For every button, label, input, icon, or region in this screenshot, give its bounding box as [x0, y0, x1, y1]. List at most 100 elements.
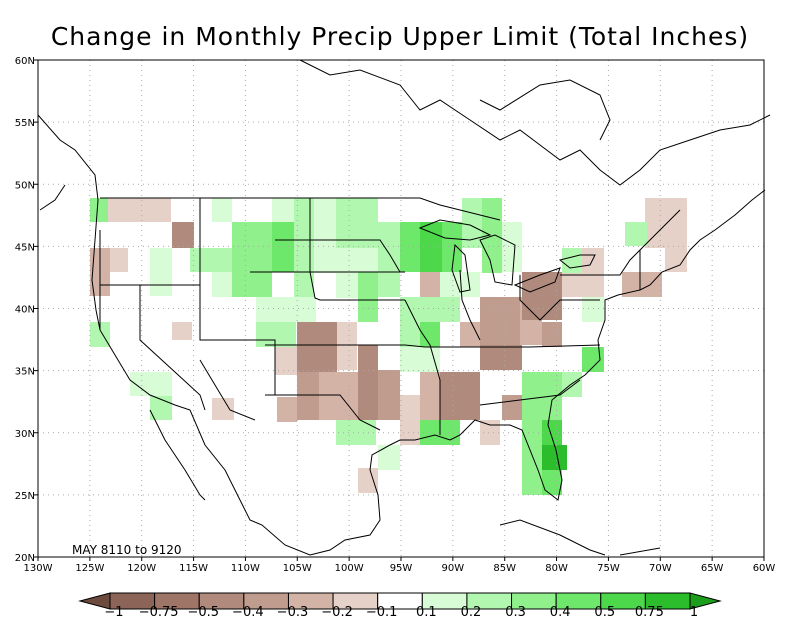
cell: [358, 272, 378, 322]
lon-tick-label: 130W: [24, 563, 53, 574]
cell: [502, 395, 522, 420]
lon-tick-label: 85W: [493, 563, 516, 574]
cell: [275, 345, 297, 375]
cell: [460, 322, 480, 347]
lon-tick-label: 95W: [390, 563, 413, 574]
cell: [336, 420, 376, 445]
coastlines: [37, 59, 771, 556]
colorbar-label: 0.2: [461, 605, 482, 618]
cell: [150, 248, 172, 296]
lat-tick-label: 55N: [15, 118, 35, 129]
cell: [297, 372, 319, 420]
colorbar-label: 0.75: [635, 605, 664, 618]
cell: [542, 322, 562, 347]
period-label: MAY 8110 to 9120: [72, 543, 182, 557]
cell: [622, 272, 662, 297]
cell: [625, 222, 647, 246]
cell: [172, 222, 194, 248]
cell: [358, 345, 378, 395]
lon-tick-label: 75W: [597, 563, 620, 574]
cell: [212, 398, 234, 420]
cell: [190, 248, 232, 272]
cell: [172, 322, 192, 340]
colorbar: [78, 592, 722, 610]
cell: [108, 198, 171, 222]
colorbar-label: 0.1: [416, 605, 437, 618]
colorbar-label: −0.2: [321, 605, 353, 618]
cell: [522, 420, 542, 495]
cell: [232, 222, 272, 297]
cell: [110, 248, 128, 272]
lon-tick-label: 105W: [283, 563, 312, 574]
lat-tick-label: 25N: [15, 491, 35, 502]
cell: [582, 297, 604, 322]
map-title: Change in Monthly Precip Upper Limit (To…: [50, 22, 750, 51]
cell: [256, 322, 296, 347]
lon-tick-label: 65W: [701, 563, 724, 574]
colorbar-swatch: [644, 592, 691, 610]
cell: [212, 198, 232, 222]
colorbar-label: −0.4: [232, 605, 264, 618]
cell: [90, 198, 108, 222]
colorbar-label: 0.4: [550, 605, 571, 618]
cell: [130, 372, 172, 396]
cell: [358, 395, 378, 420]
lon-tick-label: 120W: [127, 563, 156, 574]
cell: [542, 420, 562, 445]
cell: [665, 248, 687, 272]
cell: [378, 370, 400, 420]
cell: [420, 322, 440, 347]
lon-tick-label: 80W: [545, 563, 568, 574]
cell: [562, 372, 582, 397]
cell: [400, 222, 420, 272]
lat-tick-label: 40N: [15, 305, 35, 316]
cell: [562, 272, 582, 297]
colorbar-label: −0.3: [277, 605, 309, 618]
lat-tick-label: 60N: [15, 56, 35, 67]
cell: [378, 222, 400, 297]
cell: [420, 372, 440, 420]
lat-tick-label: 35N: [15, 367, 35, 378]
cell: [480, 297, 520, 345]
lat-tick-label: 30N: [15, 429, 35, 440]
cell: [277, 397, 297, 422]
cell: [480, 345, 522, 370]
lon-tick-label: 100W: [335, 563, 364, 574]
cell: [378, 445, 400, 470]
cell: [582, 347, 604, 372]
cell: [212, 272, 232, 297]
colorbar-label: −0.1: [366, 605, 398, 618]
lon-tick-label: 115W: [179, 563, 208, 574]
cell: [542, 470, 562, 495]
cell: [314, 198, 336, 273]
cell: [272, 222, 294, 272]
cell: [502, 222, 522, 272]
cell: [542, 445, 567, 470]
cell: [256, 297, 316, 322]
lon-tick-label: 60W: [753, 563, 776, 574]
cell: [272, 198, 294, 222]
cell: [440, 297, 460, 322]
cell: [562, 248, 582, 273]
colorbar-label: −0.75: [139, 605, 179, 618]
colorbar-label: 1: [690, 605, 698, 618]
lon-tick-label: 70W: [649, 563, 672, 574]
colorbar-label: −1: [104, 605, 123, 618]
cell: [400, 347, 440, 372]
lat-tick-label: 20N: [15, 553, 35, 564]
lat-tick-label: 50N: [15, 180, 35, 191]
cell: [462, 198, 482, 248]
lon-tick-label: 110W: [231, 563, 260, 574]
colorbar-label: 0.5: [594, 605, 615, 618]
cell: [582, 272, 604, 297]
cell: [90, 322, 110, 347]
cell: [319, 372, 359, 420]
cell: [442, 222, 462, 272]
lon-tick-label: 90W: [442, 563, 465, 574]
colorbar-label: −0.5: [187, 605, 219, 618]
cell: [480, 420, 500, 445]
cell: [400, 395, 420, 445]
lat-tick-label: 45N: [15, 242, 35, 253]
cell: [294, 198, 314, 298]
